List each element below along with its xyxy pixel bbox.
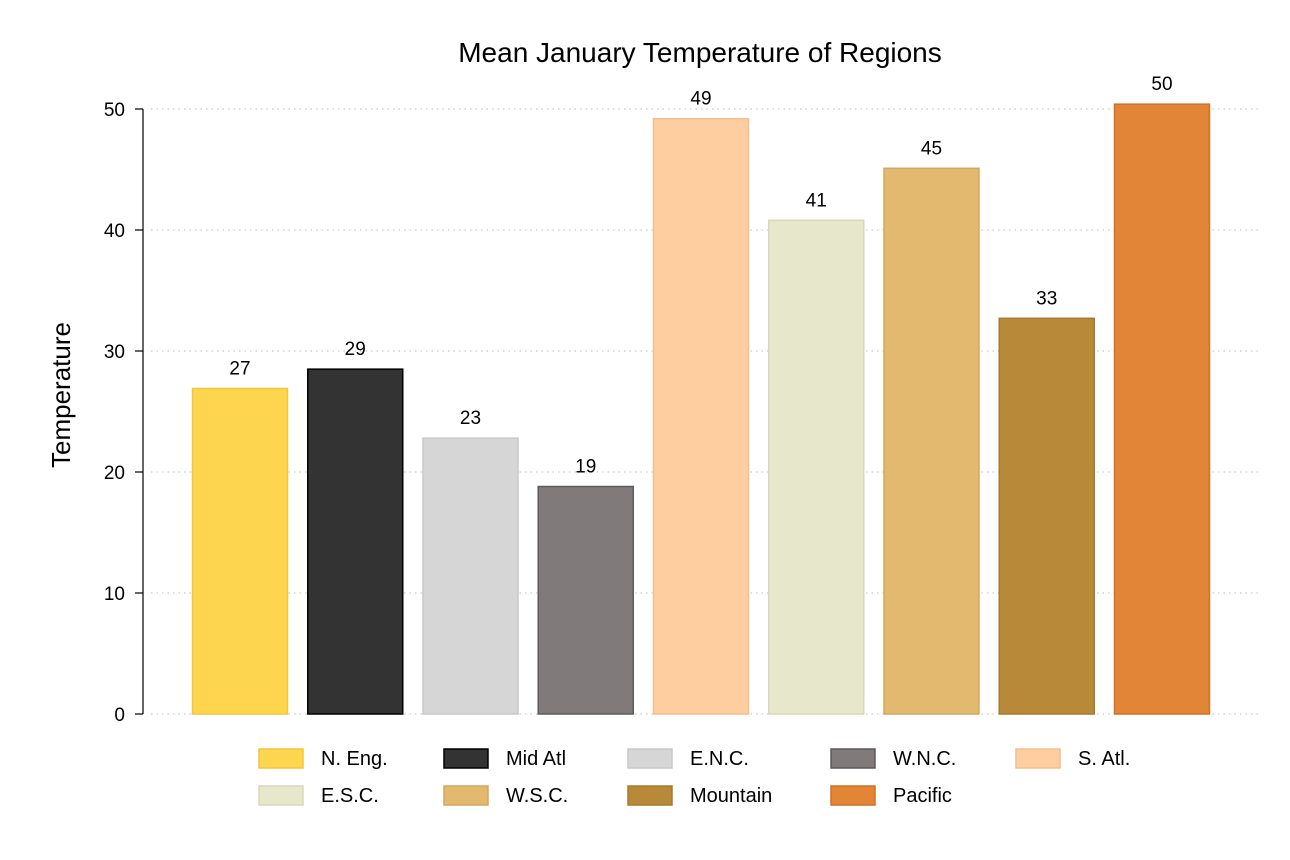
legend-swatch-3 (830, 748, 876, 769)
legend-label-3: W.N.C. (893, 748, 956, 770)
bar-label-4: 49 (690, 89, 711, 110)
legend-label-8: Pacific (893, 785, 952, 807)
legend-label-0: N. Eng. (321, 748, 388, 770)
legend-item-2: E.N.C. (627, 748, 749, 770)
legend-label-1: Mid Atl (506, 748, 566, 770)
legend-swatch-2 (627, 748, 673, 769)
legend-item-5: E.S.C. (258, 785, 379, 807)
legend-swatch-8 (830, 785, 876, 806)
bar-3 (537, 485, 634, 715)
bar-2 (422, 437, 519, 715)
y-axis: 0 10 20 30 40 50 (104, 100, 144, 726)
legend-item-4: S. Atl. (1015, 748, 1130, 770)
legend-label-5: E.S.C. (321, 785, 379, 807)
bars (191, 103, 1211, 715)
legend-item-3: W.N.C. (830, 748, 956, 770)
bar-7 (998, 317, 1095, 715)
y-tick-label-1: 10 (104, 584, 125, 605)
legend-item-0: N. Eng. (258, 748, 388, 770)
legend-swatch-4 (1015, 748, 1061, 769)
bar-1 (307, 368, 404, 715)
y-tick-label-3: 30 (104, 342, 125, 363)
bar-label-2: 23 (460, 408, 481, 429)
legend-swatch-1 (443, 748, 489, 769)
bar-value-labels: 27 29 23 19 49 41 45 33 50 (229, 74, 1172, 477)
legend-swatch-5 (258, 785, 304, 806)
legend-item-1: Mid Atl (443, 748, 566, 770)
bar-0 (191, 387, 289, 715)
y-tick-label-2: 20 (104, 463, 125, 484)
legend: N. Eng. Mid Atl E.N.C. W.N.C. S. Atl. E.S.C. W… (258, 748, 1130, 807)
bar-label-3: 19 (575, 457, 596, 478)
legend-swatch-6 (443, 785, 489, 806)
legend-swatch-7 (627, 785, 673, 806)
legend-label-6: W.S.C. (506, 785, 568, 807)
legend-label-7: Mountain (690, 785, 772, 807)
bar-label-0: 27 (229, 359, 250, 380)
legend-swatch-0 (258, 748, 304, 769)
y-axis-label: Temperature (46, 322, 76, 468)
y-tick-label-5: 50 (104, 100, 125, 121)
bar-5 (768, 219, 865, 715)
bar-label-7: 33 (1036, 288, 1057, 309)
bar-label-1: 29 (345, 339, 366, 360)
legend-label-4: S. Atl. (1078, 748, 1130, 770)
bar-label-6: 45 (921, 138, 942, 159)
legend-item-7: Mountain (627, 785, 772, 807)
legend-item-6: W.S.C. (443, 785, 568, 807)
bar-4 (652, 117, 750, 715)
y-tick-label-0: 0 (114, 705, 125, 726)
y-tick-label-4: 40 (104, 221, 125, 242)
bar-8 (1113, 103, 1211, 715)
bar-label-5: 41 (806, 190, 827, 211)
bar-label-8: 50 (1151, 74, 1172, 95)
chart-title: Mean January Temperature of Regions (458, 37, 942, 68)
bar-6 (883, 167, 980, 715)
legend-label-2: E.N.C. (690, 748, 749, 770)
legend-item-8: Pacific (830, 785, 952, 807)
